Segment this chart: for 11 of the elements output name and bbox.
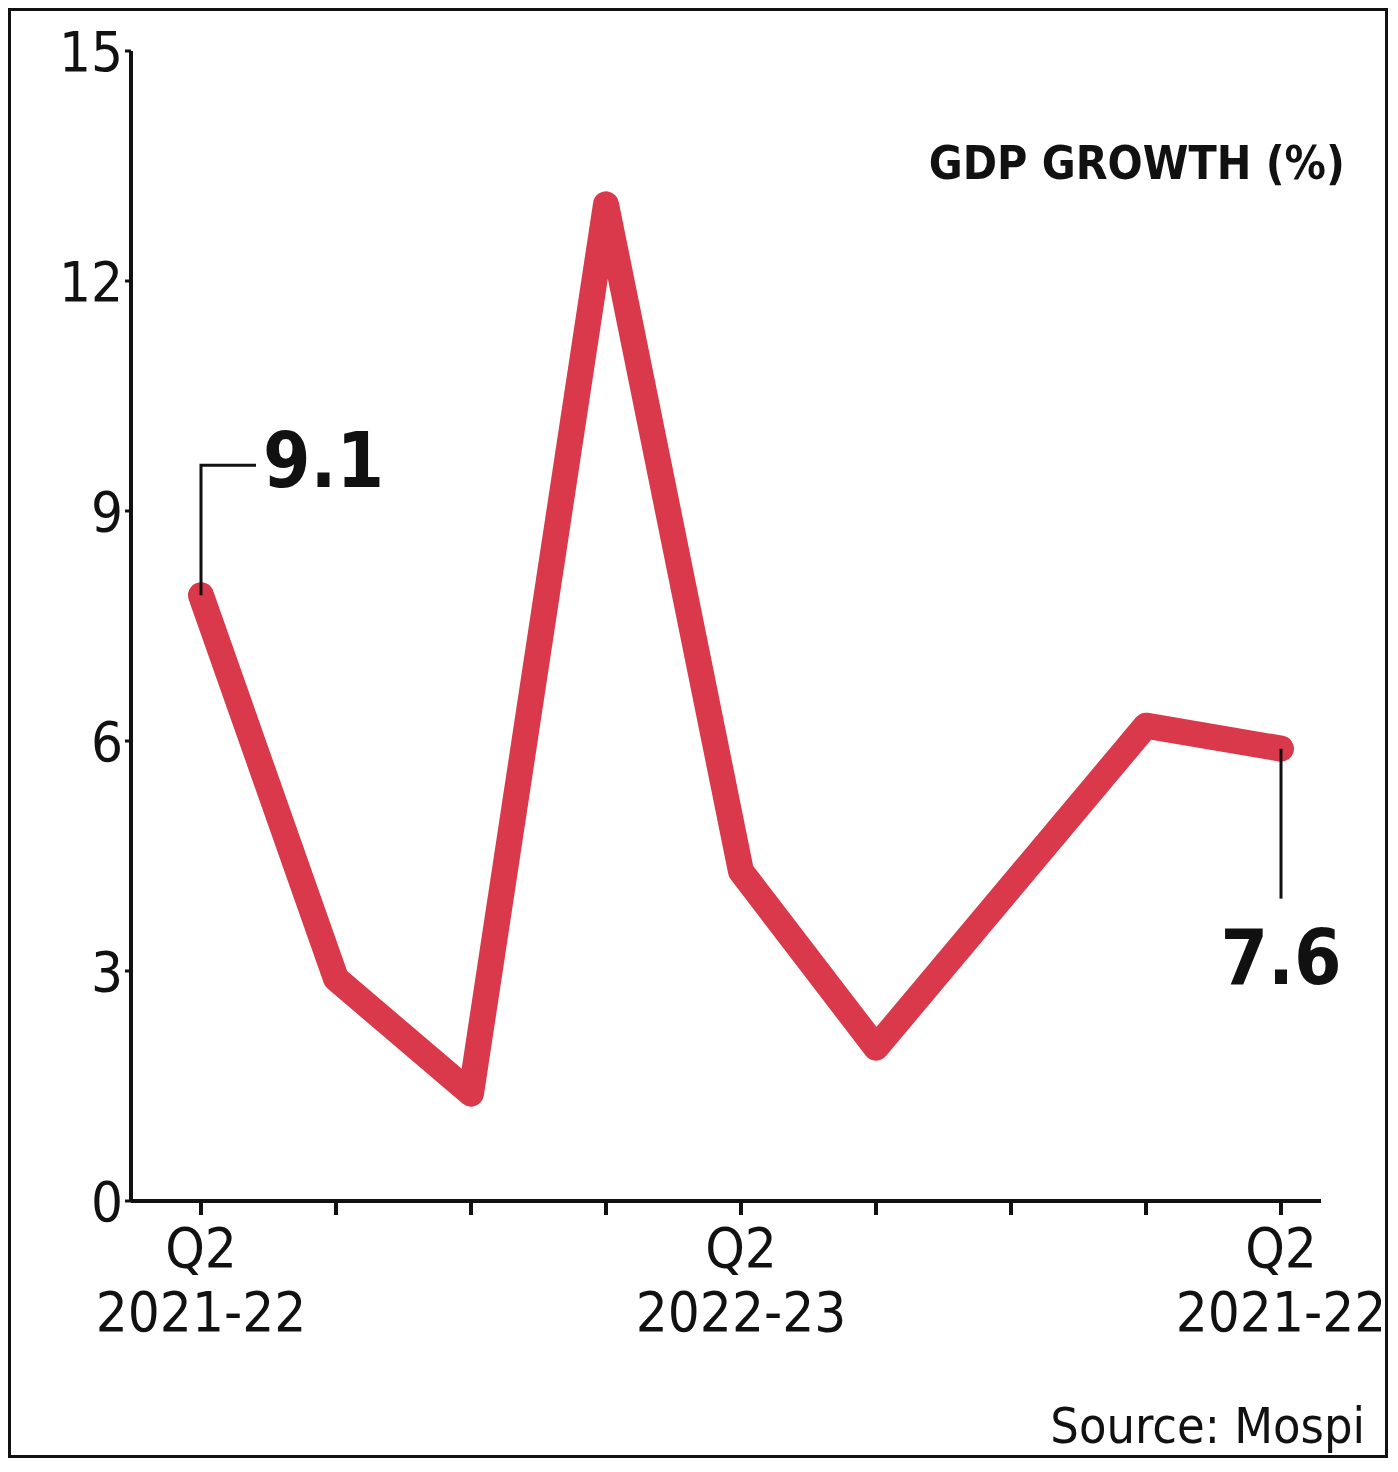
y-tick-label: 15 [58, 18, 123, 84]
y-tick-label: 12 [58, 248, 123, 314]
y-tick-label: 6 [90, 708, 123, 774]
x-tick-label: Q2 2022-23 [635, 1215, 847, 1344]
x-tick-label: Q2 2021-22 [1175, 1215, 1387, 1344]
y-tick-label: 3 [90, 938, 123, 1004]
text: GDP GROWTH (%) [928, 136, 1345, 190]
source-note: Source: Mospi [1050, 1397, 1365, 1455]
annotation: 7.6 [1220, 912, 1342, 1002]
annotation: 9.1 [263, 416, 385, 506]
y-tick-label: 9 [90, 478, 123, 544]
